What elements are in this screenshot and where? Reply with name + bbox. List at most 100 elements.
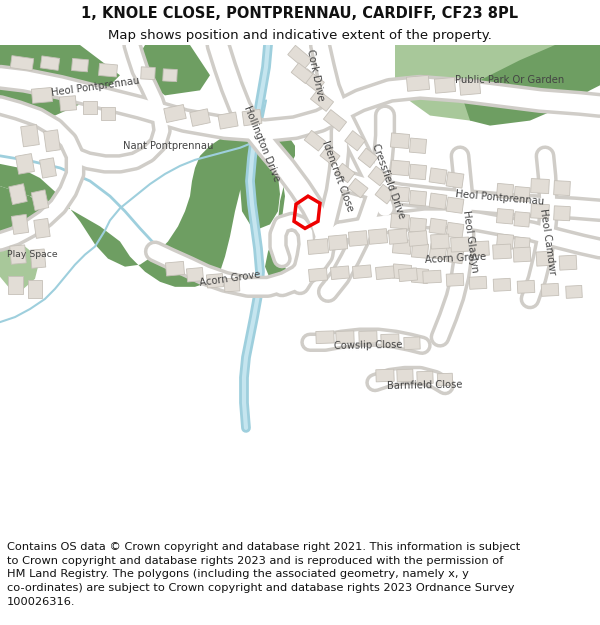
Polygon shape — [101, 107, 115, 120]
Polygon shape — [566, 286, 583, 298]
Polygon shape — [344, 131, 365, 151]
Polygon shape — [20, 124, 40, 147]
Polygon shape — [514, 186, 530, 202]
Polygon shape — [493, 244, 511, 259]
Polygon shape — [218, 112, 238, 129]
Polygon shape — [395, 45, 600, 121]
Polygon shape — [187, 268, 203, 282]
Polygon shape — [353, 265, 371, 279]
Polygon shape — [336, 331, 354, 344]
Polygon shape — [392, 239, 412, 254]
Text: Acorn Grove: Acorn Grove — [424, 252, 486, 265]
Polygon shape — [71, 58, 88, 72]
Polygon shape — [496, 209, 514, 224]
Polygon shape — [320, 146, 340, 166]
Polygon shape — [434, 78, 455, 93]
Polygon shape — [328, 234, 347, 251]
Polygon shape — [375, 184, 395, 204]
Polygon shape — [164, 104, 186, 122]
Text: Public Park Or Garden: Public Park Or Garden — [455, 75, 565, 85]
Polygon shape — [323, 109, 347, 131]
Polygon shape — [359, 331, 377, 344]
Polygon shape — [493, 278, 511, 291]
Polygon shape — [40, 158, 56, 178]
Polygon shape — [437, 373, 453, 386]
Polygon shape — [391, 186, 410, 202]
Polygon shape — [310, 89, 334, 111]
Polygon shape — [404, 337, 420, 349]
Text: Heol Glaslyn: Heol Glaslyn — [461, 210, 479, 273]
Polygon shape — [409, 217, 427, 233]
Polygon shape — [460, 45, 600, 126]
Text: Heol Pontprennau: Heol Pontprennau — [50, 76, 140, 99]
Polygon shape — [517, 281, 535, 293]
Polygon shape — [554, 206, 571, 221]
Polygon shape — [166, 261, 185, 276]
Polygon shape — [388, 229, 407, 244]
Polygon shape — [409, 138, 427, 154]
Polygon shape — [308, 268, 328, 281]
Polygon shape — [299, 69, 325, 92]
Polygon shape — [307, 239, 329, 254]
Polygon shape — [446, 273, 464, 286]
Polygon shape — [0, 45, 120, 116]
Polygon shape — [470, 241, 490, 256]
Polygon shape — [412, 268, 428, 284]
Polygon shape — [0, 241, 40, 292]
Polygon shape — [163, 69, 178, 82]
Polygon shape — [348, 178, 368, 198]
Polygon shape — [7, 276, 23, 294]
Polygon shape — [304, 131, 326, 151]
Polygon shape — [130, 45, 210, 96]
Polygon shape — [530, 204, 550, 219]
Polygon shape — [11, 214, 29, 234]
Text: Heol Camdwr: Heol Camdwr — [538, 208, 557, 275]
Polygon shape — [460, 79, 481, 95]
Polygon shape — [9, 184, 27, 204]
Polygon shape — [190, 109, 210, 126]
Text: Cork Drive: Cork Drive — [305, 49, 325, 102]
Polygon shape — [409, 191, 427, 206]
Polygon shape — [291, 63, 313, 84]
Polygon shape — [406, 75, 430, 91]
Text: Hollington Drive: Hollington Drive — [242, 104, 282, 183]
Polygon shape — [28, 280, 42, 298]
Polygon shape — [368, 166, 388, 186]
Polygon shape — [30, 249, 46, 268]
Polygon shape — [496, 234, 514, 249]
Polygon shape — [541, 283, 559, 296]
Polygon shape — [31, 88, 53, 103]
Polygon shape — [242, 109, 262, 126]
Polygon shape — [429, 218, 447, 234]
Polygon shape — [397, 369, 413, 382]
Polygon shape — [34, 218, 50, 238]
Polygon shape — [59, 96, 77, 111]
Polygon shape — [409, 164, 427, 180]
Polygon shape — [368, 229, 388, 244]
Polygon shape — [335, 163, 355, 182]
Polygon shape — [496, 183, 514, 199]
Polygon shape — [451, 237, 469, 252]
Text: Cressfield Drive: Cressfield Drive — [370, 142, 406, 220]
Polygon shape — [358, 148, 378, 168]
Polygon shape — [376, 369, 394, 382]
Polygon shape — [409, 231, 428, 246]
Polygon shape — [349, 231, 368, 246]
Polygon shape — [446, 222, 464, 239]
Polygon shape — [98, 63, 118, 77]
Polygon shape — [391, 214, 410, 229]
Polygon shape — [16, 154, 34, 174]
Polygon shape — [559, 255, 577, 270]
Polygon shape — [316, 331, 334, 344]
Polygon shape — [446, 197, 464, 213]
Polygon shape — [44, 130, 61, 152]
Polygon shape — [206, 274, 224, 288]
Polygon shape — [422, 270, 442, 283]
Polygon shape — [429, 193, 447, 209]
Polygon shape — [140, 67, 155, 79]
Polygon shape — [391, 160, 410, 176]
Polygon shape — [536, 251, 554, 266]
Polygon shape — [446, 172, 464, 188]
Text: Map shows position and indicative extent of the property.: Map shows position and indicative extent… — [108, 29, 492, 42]
Polygon shape — [530, 179, 550, 194]
